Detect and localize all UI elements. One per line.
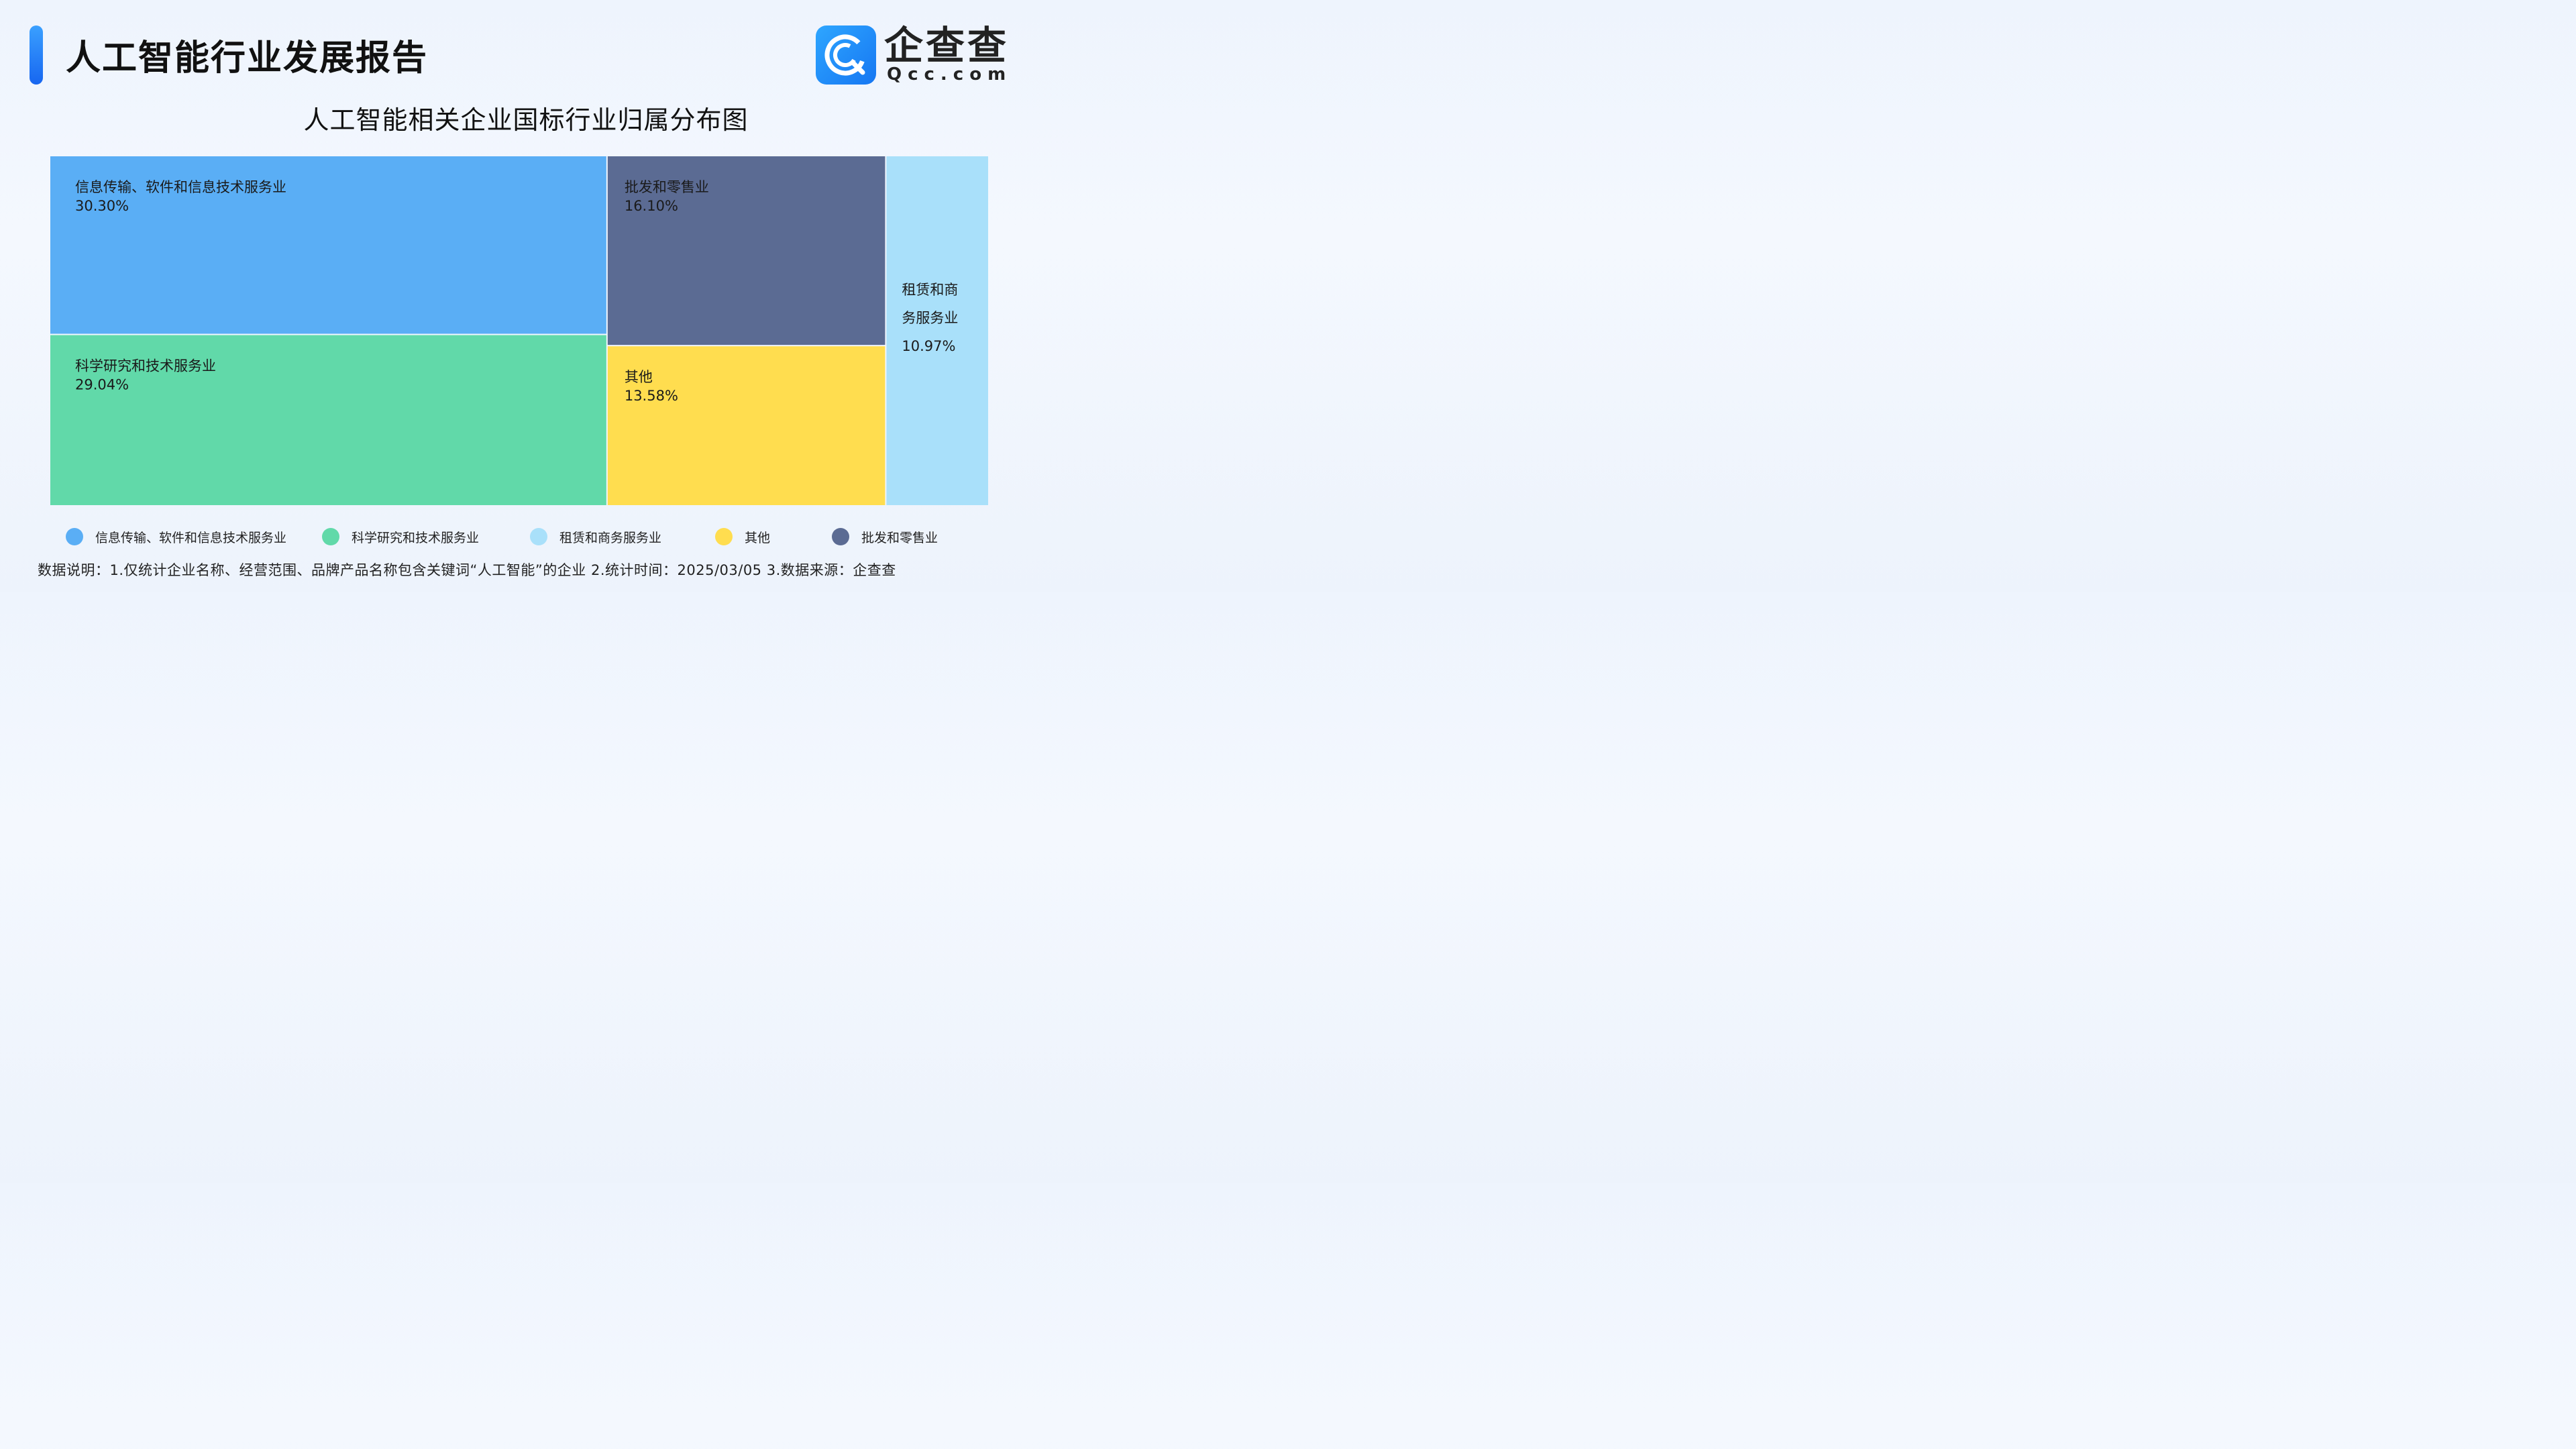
treemap-label-other-name: 其他 [625, 369, 653, 385]
legend-item: 科学研究和技术服务业 [322, 527, 479, 546]
treemap-cell-wholesale-retail [607, 156, 885, 345]
legend-swatch-icon [715, 528, 733, 545]
legend-swatch-icon [322, 528, 339, 545]
treemap-chart: 信息传输、软件和信息技术服务业 30.30% 科学研究和技术服务业 29.04% 批发和… [50, 156, 988, 505]
legend-item: 租赁和商务服务业 [530, 527, 661, 546]
legend-item: 批发和零售业 [832, 527, 938, 546]
treemap-label-other-value: 13.58% [625, 388, 678, 404]
legend-swatch-icon [530, 528, 547, 545]
legend-label: 信息传输、软件和信息技术服务业 [95, 530, 287, 545]
data-footnote: 数据说明：1.仅统计企业名称、经营范围、品牌产品名称包含关键词“人工智能”的企业… [38, 562, 896, 578]
qcc-logo-text: 企查查 [884, 23, 1010, 68]
chart-title: 人工智能相关企业国标行业归属分布图 [303, 105, 749, 135]
treemap-label-info-tech-value: 30.30% [75, 198, 129, 214]
legend-label: 批发和零售业 [861, 530, 938, 545]
treemap-cell-leasing-business [886, 156, 988, 505]
qcc-logo-domain: Qcc.com [887, 64, 1012, 85]
treemap-cell-science-tech [50, 335, 606, 505]
legend-item: 其他 [715, 527, 770, 546]
legend-label: 租赁和商务服务业 [559, 530, 662, 545]
qcc-logo-icon [816, 25, 876, 85]
treemap-cell-info-tech [50, 156, 606, 334]
treemap-label-leasing-business-name-1: 务服务业 [902, 310, 958, 326]
treemap-label-wholesale-retail-value: 16.10% [625, 198, 678, 214]
treemap-label-leasing-business-name-0: 租赁和商 [902, 282, 958, 298]
legend-label: 其他 [745, 530, 771, 545]
legend-swatch-icon [832, 528, 849, 545]
treemap-label-info-tech-name: 信息传输、软件和信息技术服务业 [75, 179, 286, 195]
treemap-label-leasing-business-value: 10.97% [902, 338, 955, 354]
treemap-label-science-tech-value: 29.04% [75, 377, 129, 393]
legend-item: 信息传输、软件和信息技术服务业 [66, 527, 286, 546]
report-title: 人工智能行业发展报告 [66, 38, 429, 78]
title-accent-bar [30, 25, 43, 85]
legend-swatch-icon [66, 528, 83, 545]
treemap-label-science-tech-name: 科学研究和技术服务业 [75, 358, 216, 374]
treemap-cell-other [607, 346, 885, 505]
treemap-label-wholesale-retail-name: 批发和零售业 [625, 179, 709, 195]
legend-label: 科学研究和技术服务业 [352, 530, 480, 545]
